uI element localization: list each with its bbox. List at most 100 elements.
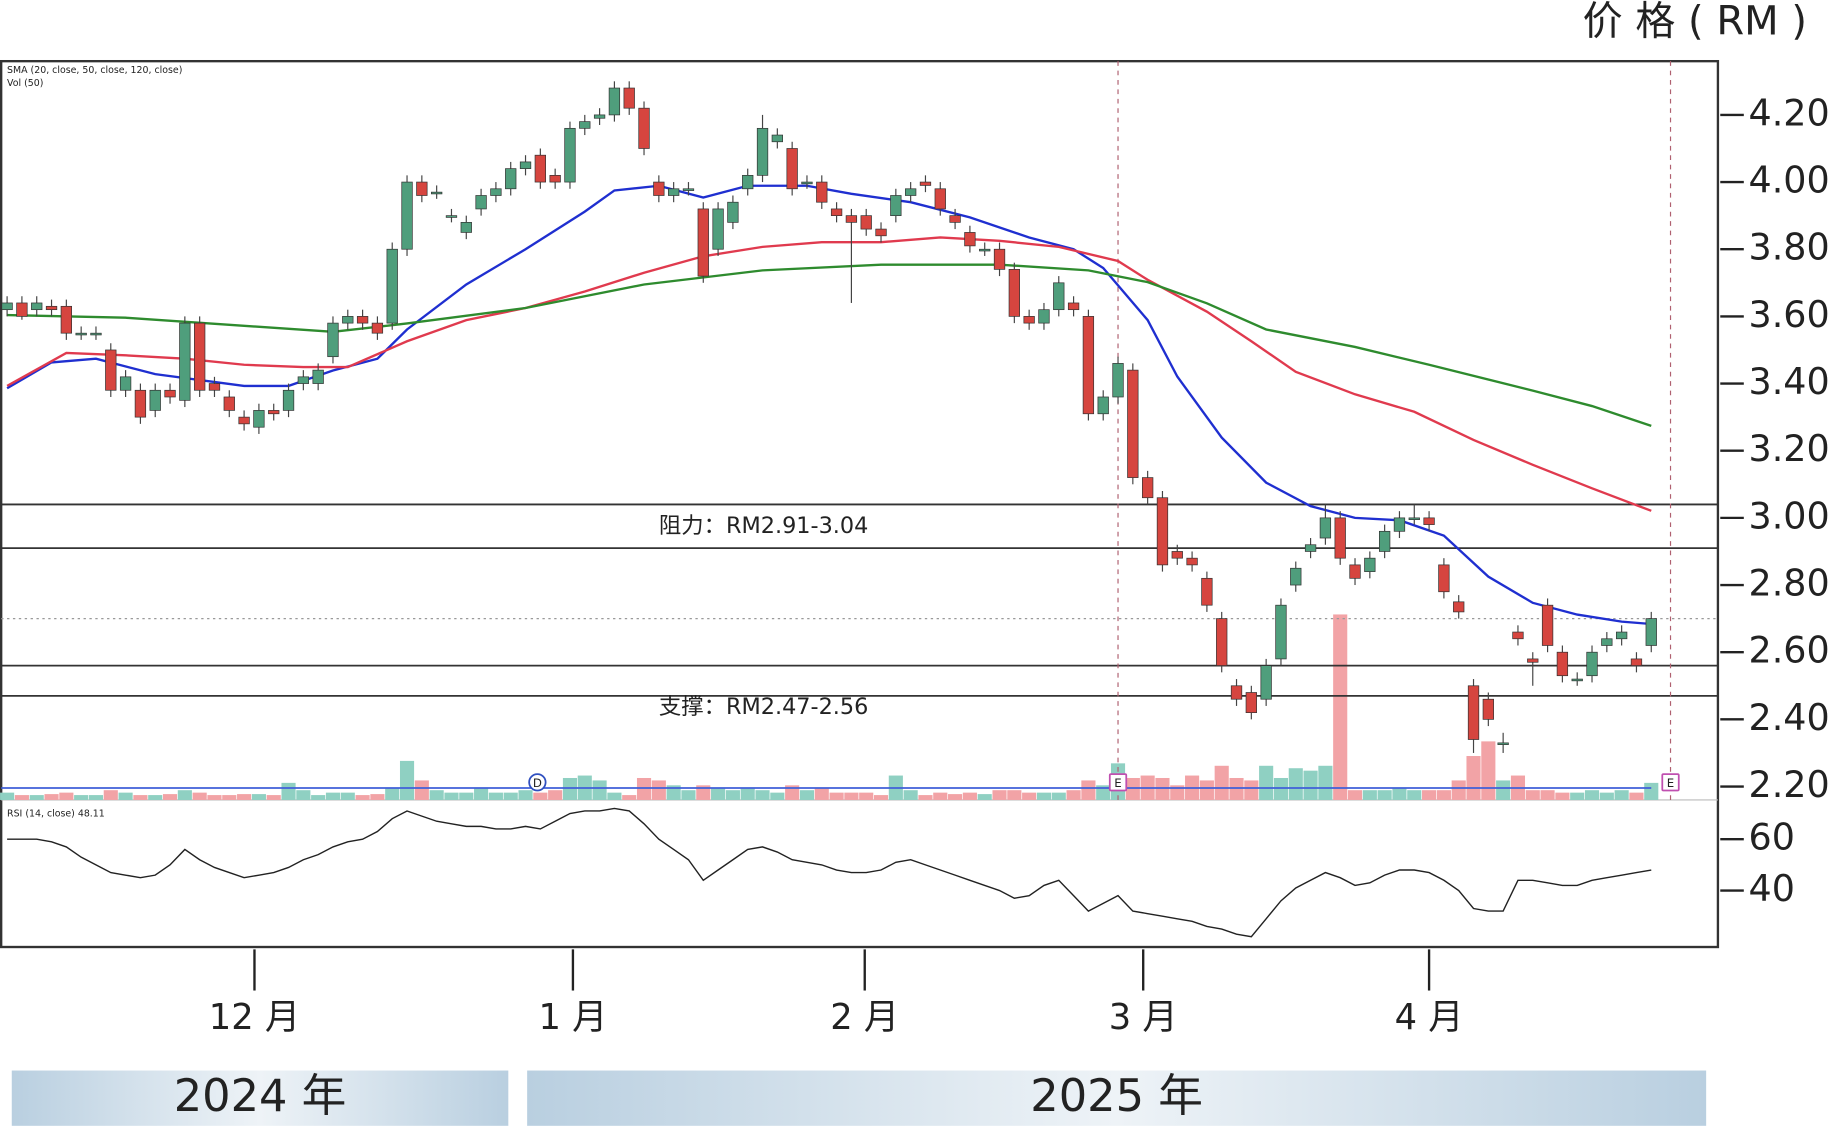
volume-bar (518, 790, 533, 800)
candle-body (1512, 631, 1524, 640)
candle-body (268, 410, 280, 415)
event-label: E (1114, 776, 1121, 790)
volume-bar (1229, 777, 1244, 800)
volume-bar (1051, 792, 1066, 800)
candle-body (890, 195, 902, 216)
volume-bar (770, 792, 785, 800)
volume-bar (1259, 765, 1274, 800)
volume-bar (1347, 790, 1363, 800)
candle-body (579, 121, 591, 129)
volume-bar (948, 794, 963, 800)
volume-bar (88, 795, 104, 800)
candle-body (31, 302, 43, 311)
candle-body (519, 161, 532, 169)
y-tick-label: 3.80 (1749, 226, 1830, 269)
volume-bar (592, 780, 607, 800)
y-tick-label: 4.00 (1749, 159, 1830, 202)
volume-bar (1081, 780, 1096, 800)
candle-body (1630, 658, 1643, 666)
volume-bar (133, 795, 148, 800)
candle-body (919, 181, 932, 186)
volume-bar (1022, 792, 1037, 800)
volume-bar (118, 792, 133, 800)
volume-bar (829, 792, 844, 800)
candle-body (1378, 530, 1391, 552)
volume-bar (74, 795, 89, 800)
volume-bar (237, 794, 252, 800)
volume-bar (488, 792, 503, 800)
candle-body (549, 174, 561, 183)
candle-body (475, 195, 487, 210)
volume-bar (1584, 790, 1600, 800)
volume-bar (311, 795, 326, 800)
year-label: 2025 年 (1030, 1070, 1203, 1122)
candle-body (860, 215, 872, 230)
volume-bar (385, 787, 400, 800)
candle-body (1112, 363, 1124, 398)
volume-bar (281, 782, 296, 800)
volume-bar (1214, 765, 1229, 800)
x-tick-label: 1 月 (538, 997, 607, 1038)
y-tick-label: 2.80 (1749, 562, 1830, 605)
volume-bar (325, 792, 341, 800)
volume-bar (370, 794, 385, 800)
candle-body (1053, 282, 1065, 311)
volume-bar (14, 795, 29, 800)
candle-body (90, 332, 102, 336)
candle-body (1171, 551, 1183, 559)
year-bar (527, 1070, 1707, 1126)
candle-body (238, 416, 250, 425)
candle-body (1304, 544, 1317, 552)
event-label: D (533, 776, 542, 790)
candle-body (845, 215, 858, 223)
candle-body (1482, 698, 1494, 720)
candle-body (1645, 618, 1657, 646)
x-tick-label: 3 月 (1109, 997, 1178, 1038)
candle-body (1156, 497, 1169, 566)
candle-body (105, 349, 117, 391)
candle-body (1364, 557, 1376, 572)
event-marker (1108, 773, 1128, 792)
volume-bar (1096, 785, 1111, 800)
volume-bar (1303, 770, 1318, 800)
volume-bar (1496, 780, 1511, 800)
candle-body (534, 154, 546, 183)
x-tick-label: 4 月 (1395, 997, 1464, 1038)
volume-bar (740, 787, 755, 800)
candle-body (593, 114, 606, 119)
volume-bar (162, 794, 178, 800)
volume-bar (1007, 790, 1022, 800)
y-tick-label: 2.40 (1749, 696, 1830, 739)
candle-body (608, 87, 621, 116)
candle-body (223, 396, 235, 411)
candle-body (1097, 396, 1109, 415)
volume-bar (29, 795, 44, 800)
volume-bar (1436, 790, 1451, 800)
y-tick-label: 3.60 (1749, 293, 1830, 336)
volume-bar (607, 792, 622, 800)
volume-bar (681, 790, 696, 800)
candle-body (505, 168, 517, 190)
candle-body (445, 215, 458, 218)
candle-body (1067, 302, 1080, 311)
candle-body (801, 181, 813, 185)
volume-bar (962, 792, 977, 800)
volume-bar (148, 795, 163, 800)
volume-bar (355, 795, 370, 800)
volume-bar (903, 790, 918, 800)
candle-body (401, 181, 413, 250)
event-label: E (1667, 776, 1674, 790)
candle-body (816, 181, 828, 203)
volume-bar (1422, 790, 1437, 800)
candle-body (712, 208, 724, 250)
volume-bar (1629, 792, 1644, 800)
candle-body (1408, 517, 1420, 520)
volume-bar (1644, 782, 1659, 800)
candle-body (1082, 316, 1095, 415)
candle-body (1615, 631, 1628, 640)
volume-bar (1392, 787, 1407, 800)
volume-bar (1170, 785, 1185, 800)
candle-body (875, 228, 887, 237)
candle-body (1453, 601, 1465, 613)
